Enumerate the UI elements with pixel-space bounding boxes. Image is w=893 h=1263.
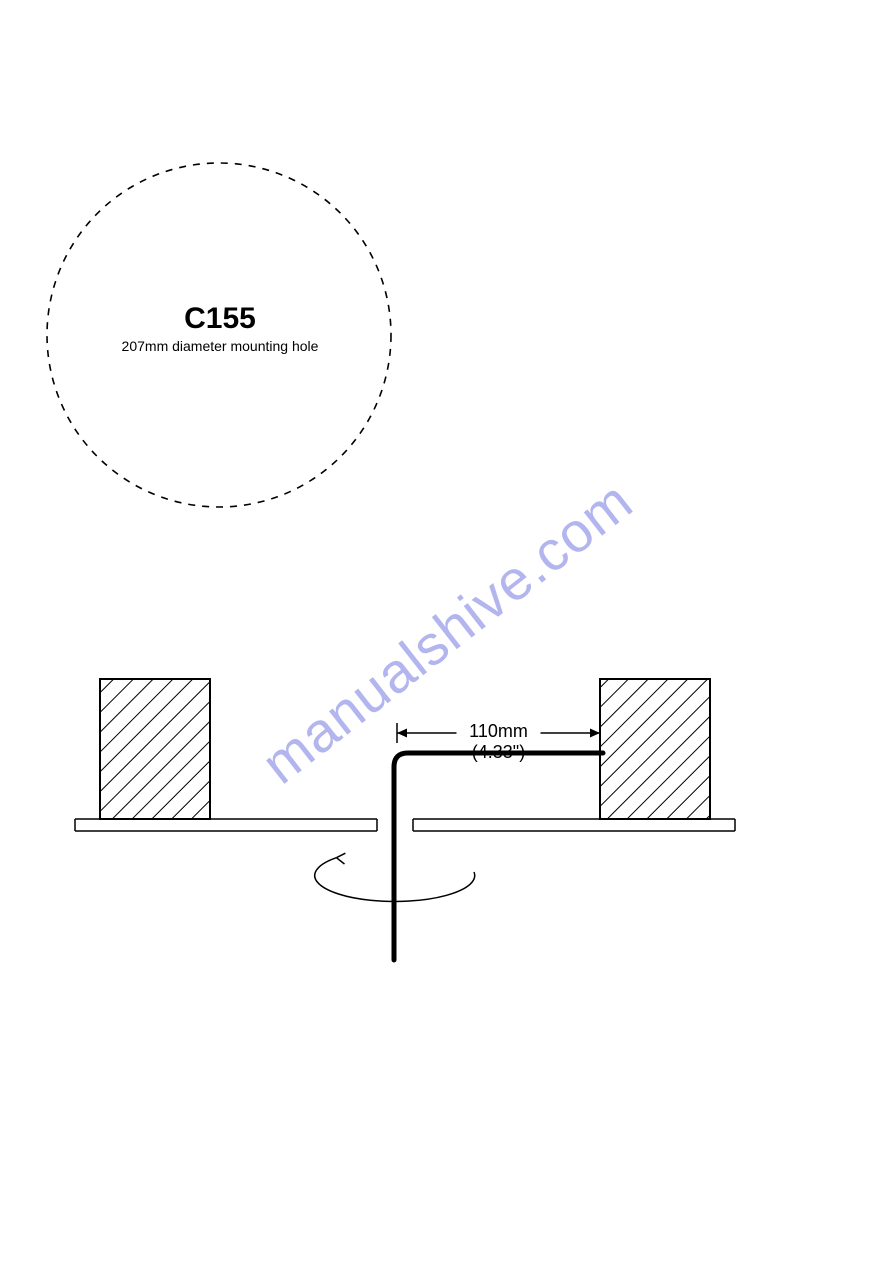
diagram-svg xyxy=(0,0,893,1263)
ceiling-block-left xyxy=(100,679,210,819)
ceiling-block-right xyxy=(600,679,710,819)
diagram-stage: C155 207mm diameter mounting hole 110mm … xyxy=(0,0,893,1263)
dimension-label: 110mm (4.33") xyxy=(439,721,559,763)
cross-section xyxy=(75,679,735,960)
dimension-in: (4.33") xyxy=(439,742,559,763)
mounting-hole-title: C155 xyxy=(120,302,320,336)
compass-tool xyxy=(394,753,603,960)
mounting-hole-subtitle: 207mm diameter mounting hole xyxy=(120,338,320,354)
dimension-mm: 110mm xyxy=(439,721,559,742)
mounting-hole-label: C155 207mm diameter mounting hole xyxy=(120,302,320,354)
rotation-arrowhead xyxy=(336,853,345,864)
